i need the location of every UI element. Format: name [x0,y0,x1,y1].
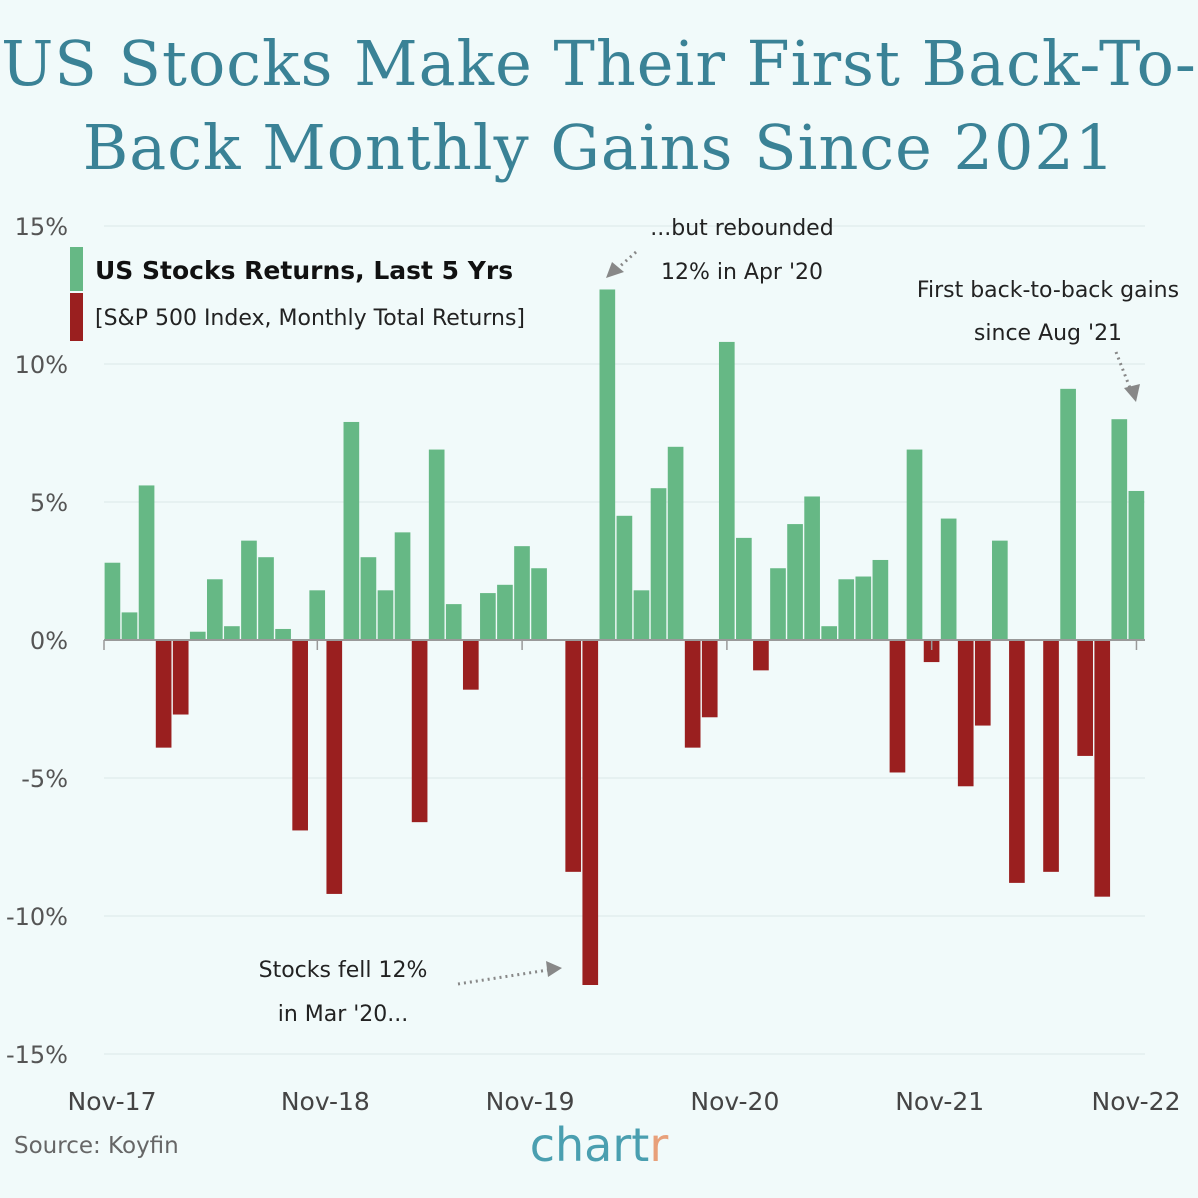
legend-subtitle: [S&P 500 Index, Monthly Total Returns] [95,306,525,331]
bar-Jul-19 [445,604,462,640]
bar-Jul-21 [855,576,872,640]
annotation-backtoback-line1: First back-to-back gains [917,278,1179,303]
bar-Aug-20 [667,446,684,640]
arrow-rebound [617,250,637,270]
legend-swatch-positive [70,247,83,291]
arrow-head-backtoback [1124,384,1140,402]
bar-Dec-19 [531,568,547,640]
bar-Mar-21 [787,524,803,640]
legend-title: US Stocks Returns, Last 5 Yrs [95,256,513,285]
annotation-rebound-line2: 12% in Apr '20 [661,260,823,285]
bar-Jan-22 [957,640,974,787]
y-tick-label: 15% [15,213,68,241]
bar-Jun-20 [633,590,650,640]
y-tick-label: 10% [15,351,68,379]
bar-Oct-20 [701,640,718,718]
bar-Jan-18 [138,485,155,640]
bar-May-18 [206,579,223,640]
bar-Mar-18 [172,640,189,715]
bar-May-20 [616,515,633,640]
x-tick-label: Nov-22 [1092,1087,1181,1116]
bar-May-19 [411,640,428,823]
bar-Jun-22 [1043,640,1059,872]
bar-Feb-19 [360,557,377,640]
annotation-backtoback-line2: since Aug '21 [974,321,1122,346]
chart-title: US Stocks Make Their First Back-To-Back … [1,27,1197,184]
bar-Feb-20 [565,640,582,872]
bar-Jun-21 [838,579,855,640]
bar-Apr-19 [394,532,411,640]
bar-Nov-17 [104,562,121,640]
bar-Aug-22 [1077,640,1094,756]
annotation-fell-line2: in Mar '20... [278,1002,409,1027]
annotations: ...but rebounded 12% in Apr '20 First ba… [259,216,1179,1027]
bar-Jun-18 [224,626,240,640]
bar-Sep-22 [1094,640,1111,897]
bar-Nov-19 [514,546,530,640]
bar-Sep-19 [480,593,496,640]
logo-accent: r [649,1118,669,1172]
y-axis: 15% 10% 5% 0% -5% -10% -15% [6,213,68,1069]
bar-Dec-17 [121,612,138,640]
bar-Aug-18 [258,557,274,640]
bar-Jul-20 [650,488,667,640]
x-tick-label: Nov-20 [690,1087,779,1116]
x-tick-label: Nov-17 [68,1087,157,1116]
bar-Dec-20 [736,537,752,640]
bar-Jul-22 [1060,388,1076,640]
y-tick-label: -5% [21,765,68,793]
bar-Mar-22 [992,540,1008,640]
bar-Jan-19 [343,421,360,640]
y-tick-label: -15% [6,1041,68,1069]
x-axis: Nov-17 Nov-18 Nov-19 Nov-20 Nov-21 Nov-22 [68,639,1181,1116]
legend-swatch-negative [70,293,83,341]
bar-Apr-22 [1009,640,1025,883]
source-note: Source: Koyfin [14,1133,179,1159]
bar-Feb-18 [155,640,172,748]
bar-Oct-21 [906,449,923,640]
bar-Oct-19 [497,584,513,640]
bar-Mar-20 [582,640,599,985]
chartr-logo: chartr [0,1118,1198,1172]
bar-Oct-18 [292,640,308,831]
bar-Aug-19 [462,640,479,690]
x-tick-label: Nov-19 [486,1087,575,1116]
bar-Apr-21 [804,496,820,640]
arrow-fell [457,968,549,986]
bar-Dec-21 [940,518,957,640]
bar-Jul-18 [241,540,257,640]
bars [104,289,1145,985]
bar-Sep-18 [275,628,291,640]
x-tick-label: Nov-18 [281,1087,370,1116]
bar-Dec-18 [326,640,343,894]
y-tick-label: 0% [30,627,68,655]
bar-Mar-19 [377,590,394,640]
annotation-fell-line1: Stocks fell 12% [259,958,428,983]
bar-Aug-21 [872,559,889,640]
bar-Apr-18 [189,631,206,640]
y-tick-label: -10% [6,903,68,931]
bar-Sep-21 [889,640,906,773]
bar-Nov-21 [923,640,940,663]
arrow-head-fell [546,961,562,977]
bar-Feb-21 [770,568,786,640]
bar-Jun-19 [428,449,445,640]
y-tick-label: 5% [30,489,68,517]
bar-Oct-22 [1111,419,1128,640]
annotation-rebound-line1: ...but rebounded [650,216,833,241]
bar-May-21 [821,626,838,640]
arrow-backtoback [1114,351,1132,389]
x-tick-label: Nov-21 [895,1087,984,1116]
logo-text: chart [529,1118,650,1172]
bar-Nov-18 [309,590,326,640]
bar-Sep-20 [684,640,701,748]
legend: US Stocks Returns, Last 5 Yrs [S&P 500 I… [70,247,525,341]
bar-Feb-22 [974,640,991,726]
bar-Jan-21 [753,640,769,671]
bar-Nov-20 [718,341,735,640]
bar-Nov-22 [1128,490,1145,640]
arrow-head-rebound [606,262,624,278]
bar-Apr-20 [599,289,616,640]
